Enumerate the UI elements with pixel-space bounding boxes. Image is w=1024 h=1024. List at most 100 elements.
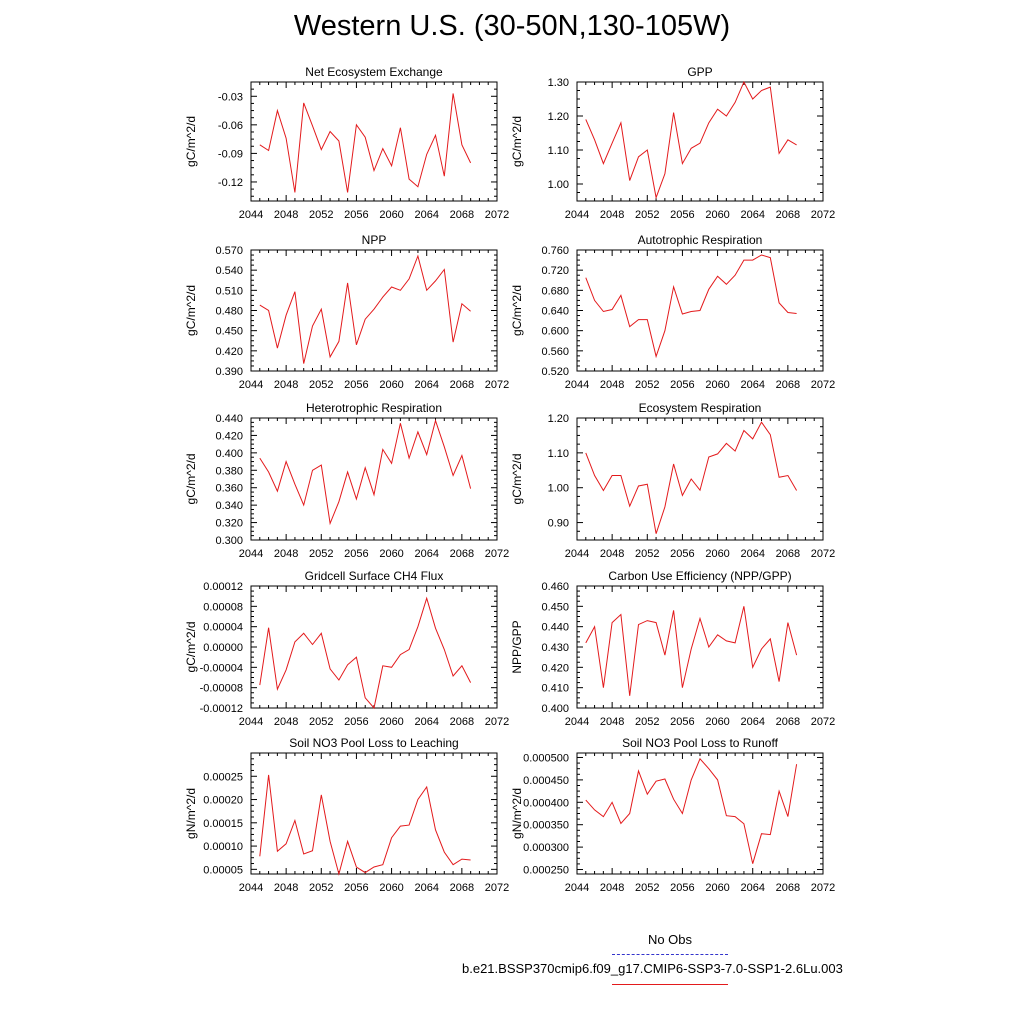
x-tick-label: 2044 (565, 716, 589, 728)
y-tick-label: 0.400 (541, 703, 569, 715)
y-axis-label: gN/m^2/d (184, 788, 198, 839)
y-tick-label: 0.410 (541, 683, 569, 695)
x-tick-label: 2056 (670, 209, 694, 221)
panel-title: Heterotrophic Respiration (306, 401, 442, 415)
y-axis-label: NPP/GPP (510, 620, 524, 673)
x-tick-label: 2072 (811, 379, 835, 391)
y-tick-label: 0.00005 (203, 864, 243, 876)
series-line (585, 80, 797, 200)
panel-title: Carbon Use Efficiency (NPP/GPP) (608, 569, 791, 583)
panel-title: Gridcell Surface CH4 Flux (305, 569, 444, 583)
x-tick-label: 2044 (239, 716, 263, 728)
x-tick-label: 2064 (740, 716, 764, 728)
x-tick-label: 2072 (811, 716, 835, 728)
x-tick-label: 2064 (414, 379, 438, 391)
y-tick-label: 0.00000 (203, 642, 243, 654)
y-tick-label: 0.440 (541, 622, 569, 634)
plot-frame (576, 585, 824, 709)
x-tick-label: 2044 (239, 548, 263, 560)
y-tick-label: 0.380 (215, 465, 243, 477)
y-tick-label: -0.00008 (200, 683, 243, 695)
x-tick-label: 2068 (450, 548, 474, 560)
y-tick-label: 0.00012 (203, 581, 243, 593)
legend-model-label: b.e21.BSSP370cmip6.f09_g17.CMIP6-SSP3-7.… (462, 961, 843, 976)
x-tick-label: 2072 (811, 548, 835, 560)
y-tick-label: 0.400 (215, 448, 243, 460)
y-tick-label: 0.000400 (523, 797, 569, 809)
y-tick-label: 0.00015 (203, 818, 243, 830)
series-line (585, 757, 798, 864)
plot-frame (250, 752, 498, 875)
y-tick-label: 0.510 (215, 285, 243, 297)
y-tick-label: 0.000250 (523, 865, 569, 877)
x-tick-label: 2060 (379, 716, 403, 728)
series-line (259, 93, 472, 193)
plot-frame (576, 417, 824, 541)
x-tick-label: 2048 (600, 209, 624, 221)
plot-frame (576, 81, 824, 202)
y-tick-label: 0.450 (215, 326, 243, 338)
x-tick-label: 2068 (776, 882, 800, 894)
x-tick-label: 2072 (811, 209, 835, 221)
x-tick-label: 2056 (344, 882, 368, 894)
x-tick-label: 2068 (450, 716, 474, 728)
x-tick-label: 2056 (670, 548, 694, 560)
panel-7: Gridcell Surface CH4 Flux gC/m^2/d 2044 204… (184, 569, 509, 728)
x-tick-label: 2052 (635, 716, 659, 728)
y-tick-label: 1.00 (548, 179, 569, 191)
series-line (259, 596, 472, 710)
y-tick-label: 0.600 (541, 326, 569, 338)
legend-model-swatch (612, 984, 728, 985)
y-tick-label: 0.00020 (203, 795, 243, 807)
y-tick-label: 0.520 (541, 366, 569, 378)
y-tick-label: 0.420 (215, 430, 243, 442)
x-tick-label: 2048 (274, 209, 298, 221)
y-tick-label: 0.90 (548, 518, 569, 530)
y-tick-label: 0.560 (541, 346, 569, 358)
x-tick-label: 2044 (239, 379, 263, 391)
x-tick-label: 2044 (565, 548, 589, 560)
legend-obs-swatch (612, 954, 728, 955)
x-tick-label: 2068 (776, 209, 800, 221)
y-tick-label: 0.450 (541, 601, 569, 613)
y-tick-label: 1.20 (548, 413, 569, 425)
x-tick-label: 2060 (379, 209, 403, 221)
y-tick-label: 0.000350 (523, 820, 569, 832)
x-tick-label: 2072 (485, 379, 509, 391)
panel-9: Soil NO3 Pool Loss to Leaching gN/m^2/d 20… (184, 736, 509, 894)
x-tick-label: 2052 (635, 548, 659, 560)
y-tick-label: 0.000300 (523, 842, 569, 854)
panel-10: Soil NO3 Pool Loss to Runoff gN/m^2/d 2044… (510, 736, 835, 894)
x-tick-label: 2052 (309, 379, 333, 391)
y-tick-label: 0.570 (215, 245, 243, 257)
y-tick-label: 0.720 (541, 265, 569, 277)
x-tick-label: 2068 (450, 379, 474, 391)
y-tick-label: 0.000450 (523, 775, 569, 787)
y-tick-label: -0.00004 (200, 662, 243, 674)
x-tick-label: 2064 (740, 209, 764, 221)
y-tick-label: -0.12 (218, 177, 243, 189)
x-tick-label: 2068 (450, 882, 474, 894)
panel-title: Net Ecosystem Exchange (305, 65, 443, 79)
x-tick-label: 2064 (740, 379, 764, 391)
x-tick-label: 2064 (414, 716, 438, 728)
panel-3: NPP gC/m^2/d 2044 2048 2052 2056 2060 2064 2068 2… (184, 233, 509, 391)
y-axis-label: gC/m^2/d (510, 116, 524, 167)
x-tick-label: 2056 (344, 548, 368, 560)
panel-6: Ecosystem Respiration gC/m^2/d 2044 2048 205… (510, 401, 835, 560)
x-tick-label: 2068 (450, 209, 474, 221)
panel-title: Ecosystem Respiration (639, 401, 762, 415)
y-tick-label: 0.390 (215, 366, 243, 378)
series-line (585, 254, 797, 359)
x-tick-label: 2052 (309, 209, 333, 221)
x-tick-label: 2072 (811, 882, 835, 894)
x-tick-label: 2064 (414, 548, 438, 560)
x-tick-label: 2056 (670, 882, 694, 894)
x-tick-label: 2060 (705, 548, 729, 560)
series-line (585, 606, 798, 696)
x-tick-label: 2052 (635, 209, 659, 221)
plot-frame (250, 417, 498, 541)
plot-frame (250, 585, 498, 709)
y-tick-label: 1.30 (548, 77, 569, 89)
x-tick-label: 2060 (379, 548, 403, 560)
